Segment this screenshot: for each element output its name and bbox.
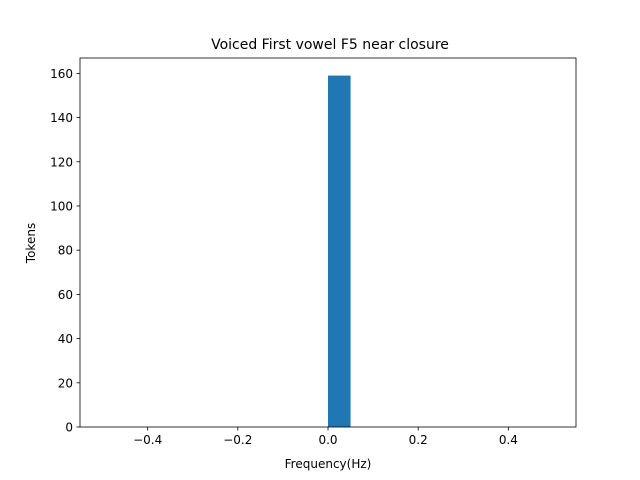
chart-title: Voiced First vowel F5 near closure <box>211 37 449 53</box>
y-tick-label: 140 <box>50 111 73 125</box>
y-tick-label: 100 <box>50 199 73 213</box>
histogram-bar-0 <box>328 75 351 428</box>
x-axis-label: Frequency(Hz) <box>285 457 372 471</box>
x-tick-label: 0.0 <box>318 433 337 447</box>
y-tick-label: 120 <box>50 155 73 169</box>
x-tick-label: −0.2 <box>223 433 252 447</box>
y-tick-label: 40 <box>58 332 73 346</box>
x-tick-label: −0.4 <box>133 433 162 447</box>
y-tick-label: 160 <box>50 67 73 81</box>
y-tick-label: 80 <box>58 244 73 258</box>
y-axis-label: Tokens <box>24 223 38 264</box>
x-tick-label: 0.2 <box>409 433 428 447</box>
plot-area: −0.4 −0.2 0.0 0.2 0.4 0 20 40 60 80 100 120 140 160 <box>50 57 577 447</box>
x-tick-label: 0.4 <box>499 433 518 447</box>
y-tick-label: 0 <box>65 421 73 435</box>
y-tick-label: 60 <box>58 288 73 302</box>
y-tick-label: 20 <box>58 376 73 390</box>
